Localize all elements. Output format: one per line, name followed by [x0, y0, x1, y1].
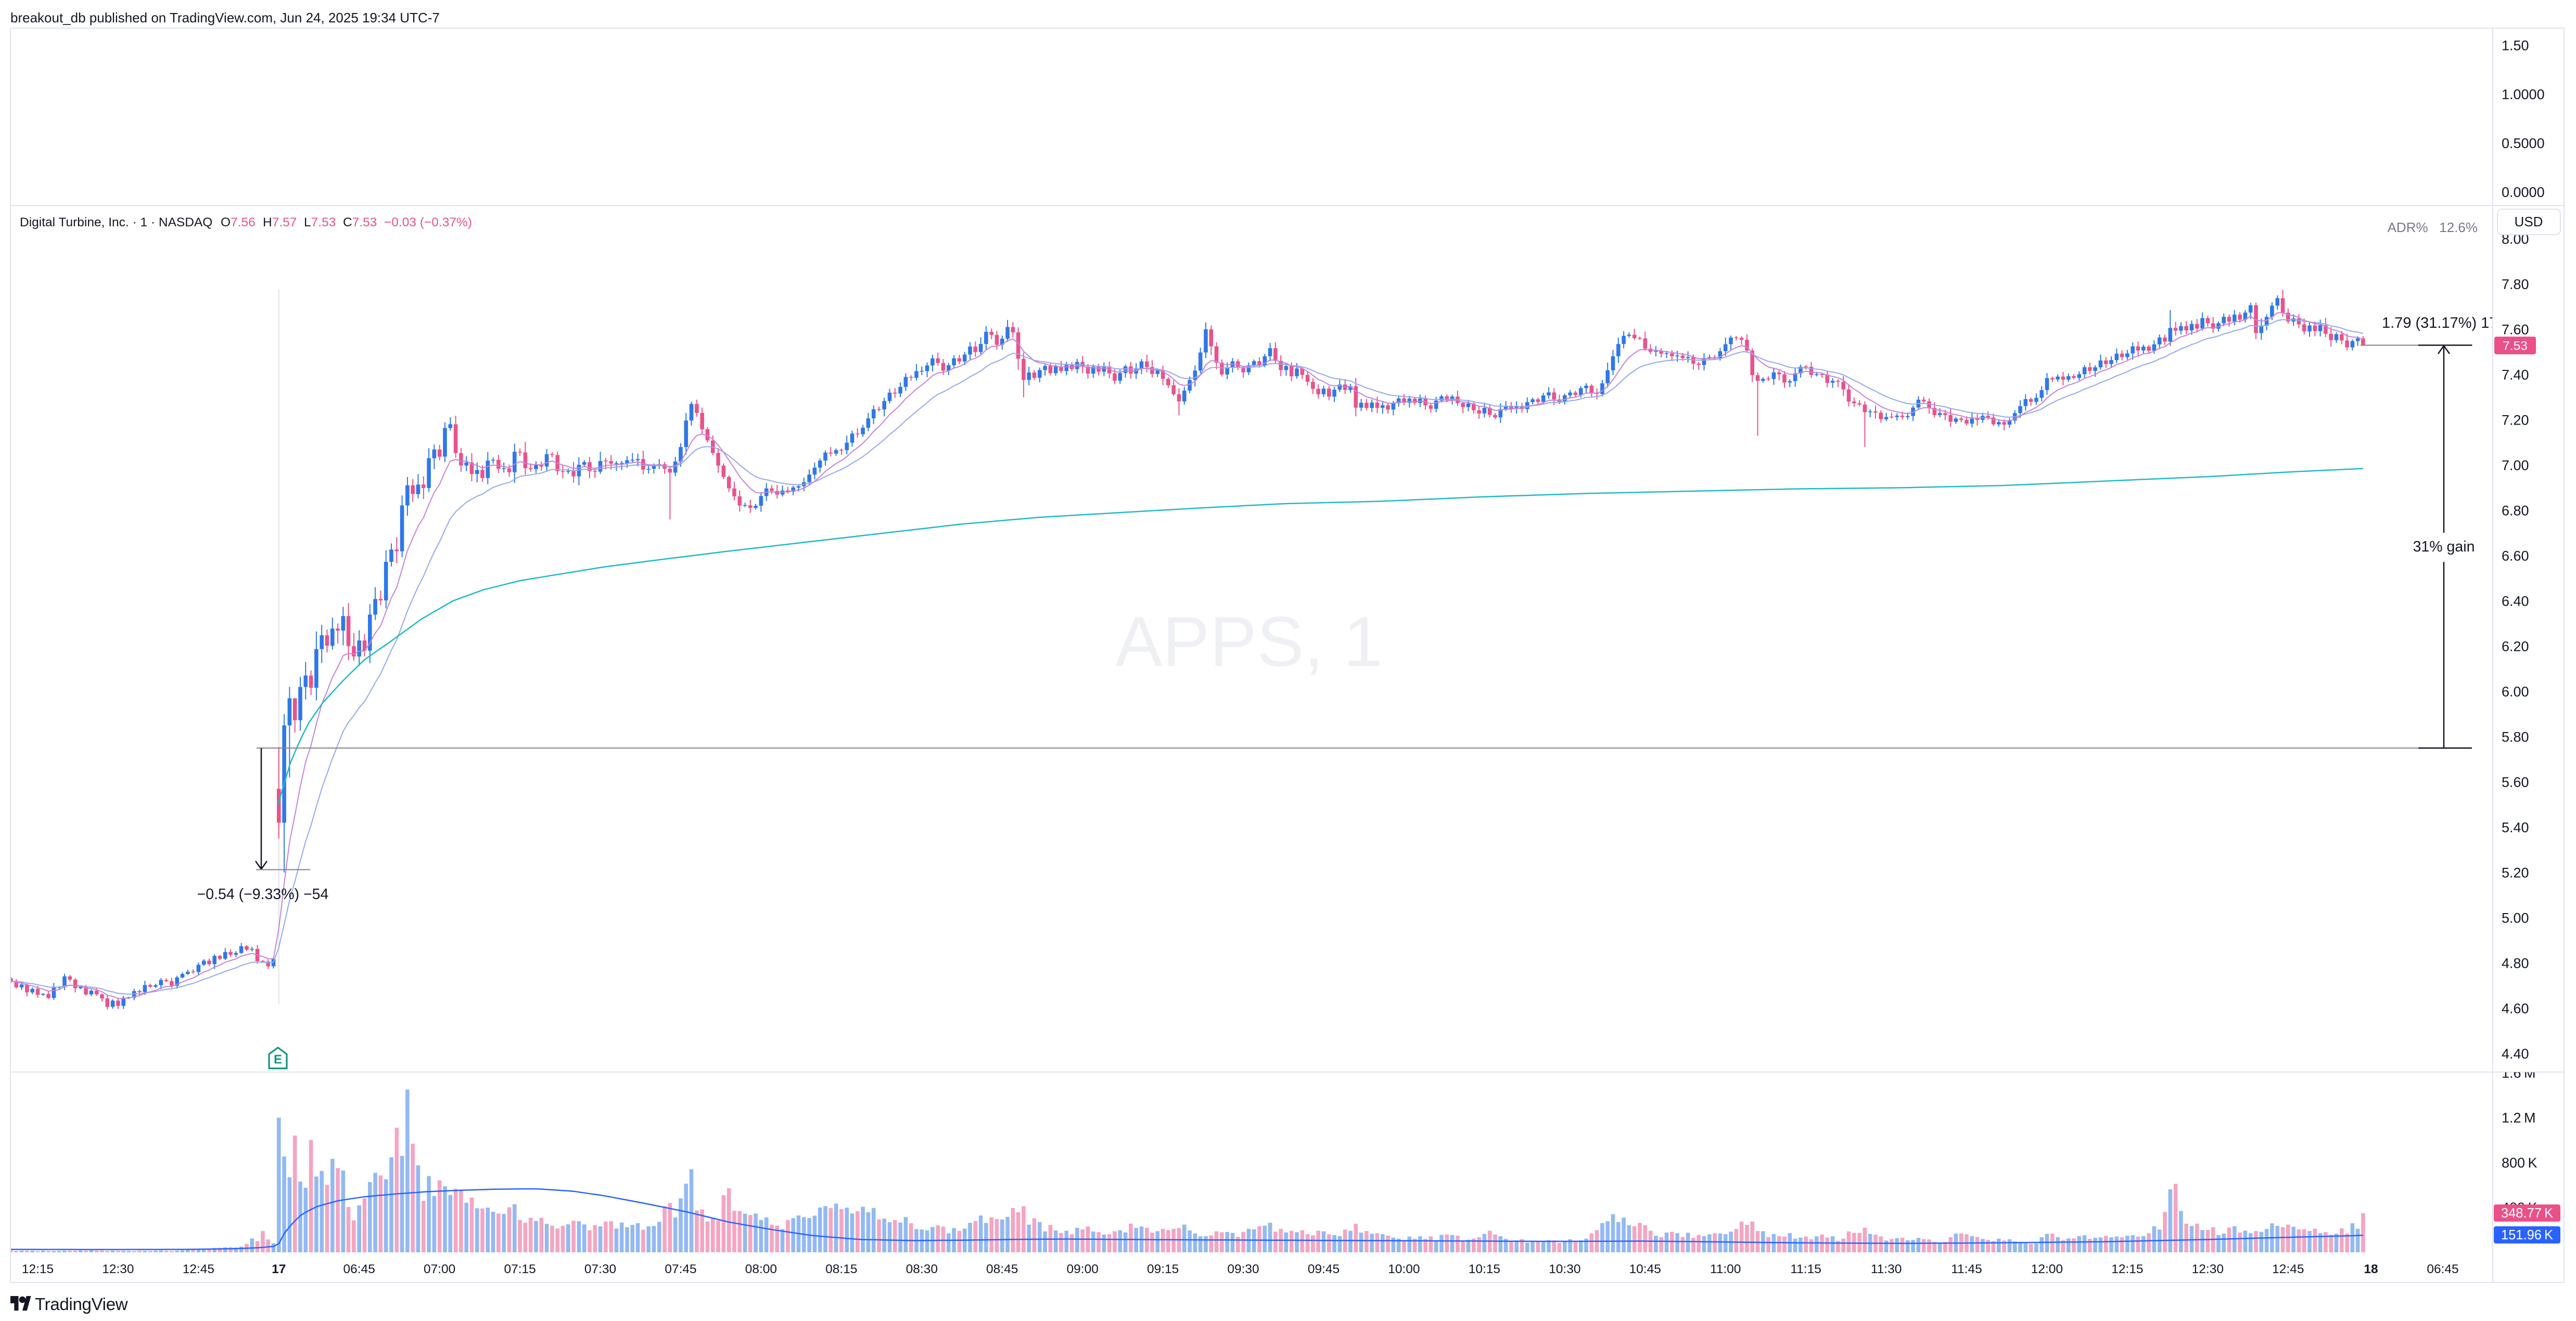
svg-text:10:45: 10:45 [1629, 1262, 1661, 1276]
svg-text:Digital Turbine, Inc. · 1 · NA: Digital Turbine, Inc. · 1 · NASDAQ O7.56 H… [20, 215, 472, 229]
svg-text:07:45: 07:45 [665, 1262, 696, 1276]
svg-text:E: E [274, 1053, 282, 1067]
svg-text:06:45: 06:45 [2427, 1262, 2458, 1276]
svg-text:12:30: 12:30 [2192, 1262, 2224, 1276]
svg-text:08:45: 08:45 [986, 1262, 1018, 1276]
svg-text:7.00: 7.00 [2502, 458, 2529, 473]
svg-text:6.80: 6.80 [2502, 503, 2529, 519]
svg-text:11:00: 11:00 [1710, 1262, 1741, 1276]
svg-text:ADR% 12.6%: ADR% 12.6% [2388, 220, 2478, 235]
svg-text:11:15: 11:15 [1790, 1262, 1821, 1276]
svg-text:1.79 (31.17%) 17: 1.79 (31.17%) 17 [2382, 315, 2497, 331]
svg-text:12:15: 12:15 [2111, 1262, 2143, 1276]
svg-text:7.53: 7.53 [2503, 339, 2528, 353]
svg-text:09:45: 09:45 [1308, 1262, 1340, 1276]
svg-text:5.80: 5.80 [2502, 729, 2529, 745]
svg-text:5.40: 5.40 [2502, 820, 2529, 836]
svg-text:4.40: 4.40 [2502, 1046, 2529, 1062]
svg-text:APPS, 1: APPS, 1 [1115, 602, 1383, 681]
svg-text:7.40: 7.40 [2502, 367, 2529, 383]
svg-text:08:30: 08:30 [906, 1262, 938, 1276]
svg-text:17: 17 [272, 1262, 286, 1276]
svg-text:348.77 K: 348.77 K [2501, 1206, 2553, 1221]
svg-text:12:45: 12:45 [2272, 1262, 2304, 1276]
svg-text:5.00: 5.00 [2502, 910, 2529, 926]
svg-text:07:15: 07:15 [504, 1262, 535, 1276]
svg-text:08:15: 08:15 [825, 1262, 857, 1276]
svg-text:12:30: 12:30 [102, 1262, 134, 1276]
svg-text:31% gain: 31% gain [2413, 538, 2475, 555]
svg-text:10:15: 10:15 [1469, 1262, 1500, 1276]
svg-text:1.0000: 1.0000 [2502, 87, 2545, 102]
svg-text:6.60: 6.60 [2502, 548, 2529, 564]
svg-text:4.80: 4.80 [2502, 956, 2529, 971]
svg-text:5.60: 5.60 [2502, 775, 2529, 790]
svg-text:breakout_db published on Tradi: breakout_db published on TradingView.com… [10, 10, 440, 25]
svg-text:1.2 M: 1.2 M [2502, 1110, 2535, 1126]
svg-text:10:30: 10:30 [1549, 1262, 1580, 1276]
svg-text:0.5000: 0.5000 [2502, 136, 2545, 151]
svg-text:11:30: 11:30 [1871, 1262, 1902, 1276]
svg-text:1.6 M: 1.6 M [2502, 1065, 2535, 1081]
svg-text:09:30: 09:30 [1227, 1262, 1259, 1276]
svg-text:6.00: 6.00 [2502, 684, 2529, 700]
svg-text:0.0000: 0.0000 [2502, 185, 2545, 200]
svg-text:07:30: 07:30 [584, 1262, 616, 1276]
svg-text:7.80: 7.80 [2502, 277, 2529, 292]
svg-text:6.20: 6.20 [2502, 639, 2529, 655]
svg-text:7.20: 7.20 [2502, 413, 2529, 428]
svg-text:10:00: 10:00 [1388, 1262, 1420, 1276]
svg-text:151.96 K: 151.96 K [2501, 1228, 2553, 1242]
svg-text:7.60: 7.60 [2502, 322, 2529, 338]
svg-text:−0.54 (−9.33%) −54: −0.54 (−9.33%) −54 [197, 886, 329, 903]
svg-text:09:15: 09:15 [1147, 1262, 1179, 1276]
svg-text:08:00: 08:00 [745, 1262, 777, 1276]
svg-text:18: 18 [2364, 1262, 2378, 1276]
svg-text:06:45: 06:45 [343, 1262, 375, 1276]
svg-text:11:45: 11:45 [1951, 1262, 1982, 1276]
svg-text:4.60: 4.60 [2502, 1001, 2529, 1017]
svg-text:5.20: 5.20 [2502, 865, 2529, 881]
svg-text:USD: USD [2515, 214, 2543, 229]
svg-text:800 K: 800 K [2502, 1155, 2537, 1171]
svg-text:TradingView: TradingView [35, 1294, 128, 1314]
svg-text:1.50: 1.50 [2502, 38, 2529, 54]
svg-text:6.40: 6.40 [2502, 594, 2529, 609]
svg-text:12:15: 12:15 [22, 1262, 54, 1276]
svg-text:12:45: 12:45 [183, 1262, 214, 1276]
svg-text:09:00: 09:00 [1067, 1262, 1099, 1276]
svg-text:07:00: 07:00 [424, 1262, 455, 1276]
svg-text:12:00: 12:00 [2031, 1262, 2063, 1276]
